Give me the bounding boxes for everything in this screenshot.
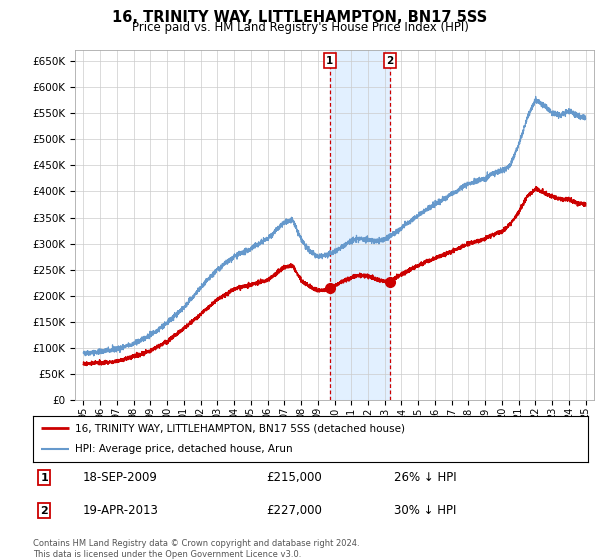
Text: 16, TRINITY WAY, LITTLEHAMPTON, BN17 5SS (detached house): 16, TRINITY WAY, LITTLEHAMPTON, BN17 5SS… — [74, 423, 404, 433]
Text: £227,000: £227,000 — [266, 504, 322, 517]
Text: £215,000: £215,000 — [266, 471, 322, 484]
Text: HPI: Average price, detached house, Arun: HPI: Average price, detached house, Arun — [74, 445, 292, 455]
Text: 16, TRINITY WAY, LITTLEHAMPTON, BN17 5SS: 16, TRINITY WAY, LITTLEHAMPTON, BN17 5SS — [112, 10, 488, 25]
Text: 19-APR-2013: 19-APR-2013 — [83, 504, 159, 517]
Text: 1: 1 — [40, 473, 48, 483]
Bar — [330, 50, 390, 400]
Text: 2: 2 — [40, 506, 48, 516]
Text: 1: 1 — [326, 55, 334, 66]
Text: 30% ↓ HPI: 30% ↓ HPI — [394, 504, 456, 517]
Text: Contains HM Land Registry data © Crown copyright and database right 2024.
This d: Contains HM Land Registry data © Crown c… — [33, 539, 359, 559]
Text: 26% ↓ HPI: 26% ↓ HPI — [394, 471, 457, 484]
Text: 2: 2 — [386, 55, 394, 66]
Text: 18-SEP-2009: 18-SEP-2009 — [83, 471, 158, 484]
Text: Price paid vs. HM Land Registry's House Price Index (HPI): Price paid vs. HM Land Registry's House … — [131, 21, 469, 34]
